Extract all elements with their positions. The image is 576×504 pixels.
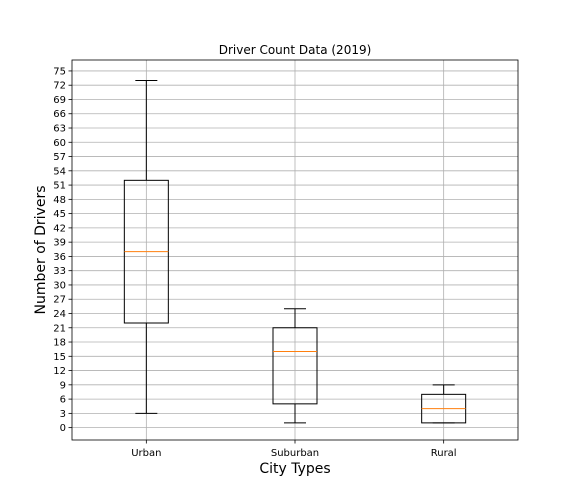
y-tick-label: 54 [53,166,66,177]
chart-title: Driver Count Data (2019) [219,43,372,57]
x-tick-label: Suburban [271,448,319,459]
y-tick-label: 48 [53,195,66,206]
y-tick-label: 39 [53,238,66,249]
x-axis-label: City Types [259,461,330,477]
y-tick-label: 9 [60,380,66,391]
y-tick-label: 27 [53,295,66,306]
y-tick-label: 63 [53,124,66,135]
y-tick-label: 69 [53,95,66,106]
y-tick-label: 30 [53,280,66,291]
iqr-box [272,327,318,405]
ticks: 0369121518212427303336394245485154576063… [53,66,456,459]
y-tick-label: 57 [53,152,66,163]
y-tick-label: 18 [53,338,66,349]
y-tick-label: 33 [53,266,66,277]
y-tick-label: 21 [53,323,66,334]
x-tick-label: Urban [131,448,161,459]
y-tick-label: 75 [53,66,66,77]
y-tick-label: 15 [53,352,66,363]
y-tick-label: 24 [53,309,66,320]
y-tick-label: 6 [60,395,66,406]
y-tick-label: 0 [60,423,66,434]
y-tick-label: 60 [53,138,66,149]
y-tick-label: 12 [53,366,66,377]
y-tick-label: 42 [53,223,66,234]
y-tick-label: 45 [53,209,66,220]
y-tick-label: 3 [60,409,66,420]
x-tick-label: Rural [431,448,457,459]
boxes [123,79,467,424]
y-axis-label: Number of Drivers [33,185,49,314]
y-tick-label: 51 [53,181,66,192]
y-tick-label: 66 [53,109,66,120]
y-tick-label: 36 [53,252,66,263]
y-tick-label: 72 [53,81,66,92]
